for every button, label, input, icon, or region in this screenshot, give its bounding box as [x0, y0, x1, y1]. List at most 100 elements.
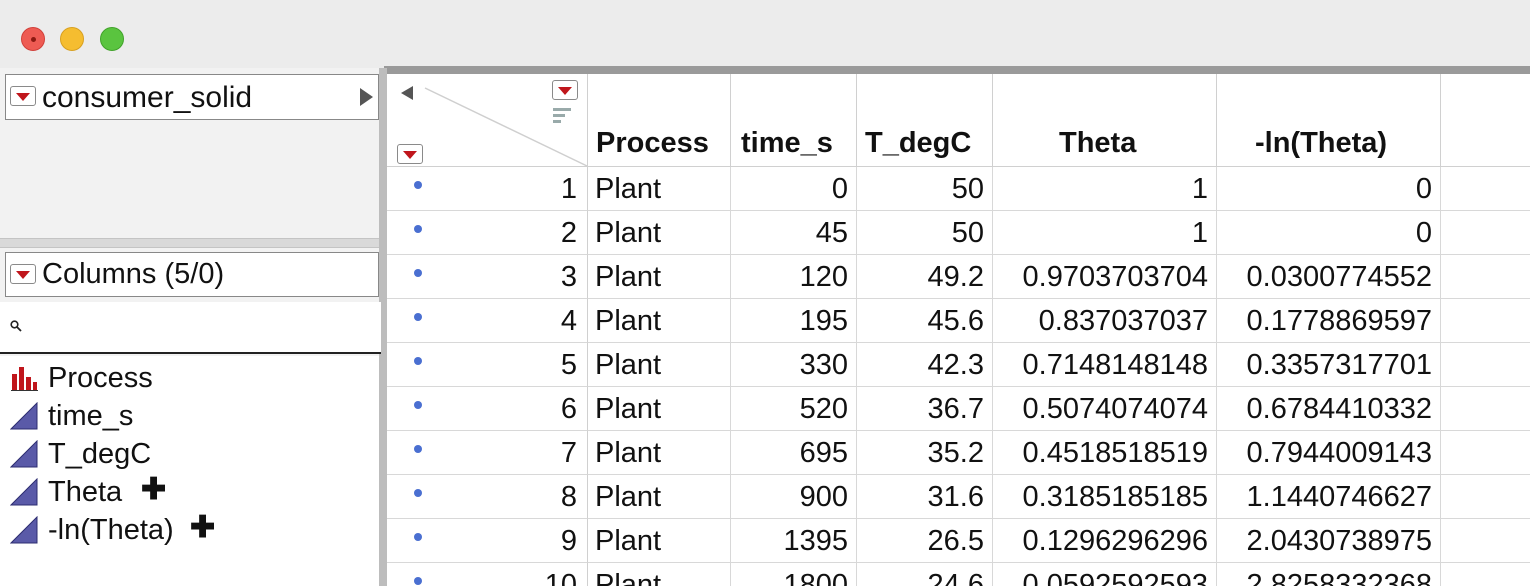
- cell-time-s[interactable]: 195: [731, 299, 857, 343]
- column-item-label: Theta: [48, 476, 123, 508]
- column-header-list-icon[interactable]: [551, 106, 573, 126]
- row-header[interactable]: 3: [387, 255, 588, 299]
- row-header[interactable]: 6: [387, 387, 588, 431]
- columns-menu-red-triangle-icon[interactable]: [10, 264, 36, 284]
- row-number: 6: [560, 393, 577, 425]
- cell-empty[interactable]: [1441, 475, 1530, 519]
- minimize-window-button[interactable]: [60, 27, 84, 51]
- cell-process[interactable]: Plant: [588, 387, 731, 431]
- row-number: 5: [560, 349, 577, 381]
- rows-menu-red-triangle-icon[interactable]: [397, 144, 423, 164]
- cell-time-s[interactable]: 45: [731, 211, 857, 255]
- row-header[interactable]: 4: [387, 299, 588, 343]
- row-state-dot-icon: [414, 489, 422, 497]
- formula-plus-icon[interactable]: ✚: [190, 511, 216, 544]
- cell-neg-ln-theta[interactable]: 0.0300774552: [1217, 255, 1441, 299]
- cell-neg-ln-theta[interactable]: 0.6784410332: [1217, 387, 1441, 431]
- row-state-dot-icon: [414, 445, 422, 453]
- vertical-splitter[interactable]: [379, 68, 387, 586]
- cell-empty[interactable]: [1441, 299, 1530, 343]
- cell-process[interactable]: Plant: [588, 343, 731, 387]
- table-panel-header: consumer_solid: [5, 74, 379, 120]
- cell-time-s[interactable]: 330: [731, 343, 857, 387]
- cell-time-s[interactable]: 1395: [731, 519, 857, 563]
- cell-empty[interactable]: [1441, 387, 1530, 431]
- cell-neg-ln-theta[interactable]: 2.0430738975: [1217, 519, 1441, 563]
- cell-t-degc[interactable]: 50: [857, 211, 993, 255]
- panel-splitter[interactable]: [0, 238, 384, 248]
- column-header-empty: [1441, 74, 1530, 167]
- cell-theta[interactable]: 0.837037037: [993, 299, 1217, 343]
- row-header[interactable]: 8: [387, 475, 588, 519]
- row-header[interactable]: 10: [387, 563, 588, 586]
- table-name: consumer_solid: [42, 81, 253, 114]
- cell-t-degc[interactable]: 42.3: [857, 343, 993, 387]
- maximize-window-button[interactable]: [100, 27, 124, 51]
- cell-t-degc[interactable]: 24.6: [857, 563, 993, 586]
- formula-plus-icon[interactable]: ✚: [141, 473, 167, 506]
- cell-t-degc[interactable]: 36.7: [857, 387, 993, 431]
- row-header[interactable]: 9: [387, 519, 588, 563]
- cell-neg-ln-theta[interactable]: 0.7944009143: [1217, 431, 1441, 475]
- cell-process[interactable]: Plant: [588, 167, 731, 211]
- cell-process[interactable]: Plant: [588, 255, 731, 299]
- cell-theta[interactable]: 0.4518518519: [993, 431, 1217, 475]
- column-header-theta[interactable]: Theta: [993, 74, 1217, 167]
- cell-neg-ln-theta[interactable]: 2.8258332368: [1217, 563, 1441, 586]
- row-state-dot-icon: [414, 181, 422, 189]
- column-menu-red-triangle-icon[interactable]: [552, 80, 578, 100]
- row-number: 2: [560, 217, 577, 249]
- cell-t-degc[interactable]: 26.5: [857, 519, 993, 563]
- column-header-neg-ln-theta[interactable]: -ln(Theta): [1217, 74, 1441, 167]
- cell-theta[interactable]: 0.9703703704: [993, 255, 1217, 299]
- table-menu-red-triangle-icon[interactable]: [10, 86, 36, 106]
- cell-process[interactable]: Plant: [588, 563, 731, 586]
- cell-empty[interactable]: [1441, 211, 1530, 255]
- cell-time-s[interactable]: 900: [731, 475, 857, 519]
- cell-t-degc[interactable]: 45.6: [857, 299, 993, 343]
- cell-theta[interactable]: 0.3185185185: [993, 475, 1217, 519]
- cell-process[interactable]: Plant: [588, 431, 731, 475]
- run-script-arrow-icon[interactable]: [360, 88, 373, 106]
- cell-time-s[interactable]: 120: [731, 255, 857, 299]
- cell-neg-ln-theta[interactable]: 0.3357317701: [1217, 343, 1441, 387]
- column-header-time-s[interactable]: time_s: [731, 74, 857, 167]
- cell-empty[interactable]: [1441, 343, 1530, 387]
- cell-process[interactable]: Plant: [588, 475, 731, 519]
- cell-empty[interactable]: [1441, 255, 1530, 299]
- cell-time-s[interactable]: 1800: [731, 563, 857, 586]
- cell-time-s[interactable]: 0: [731, 167, 857, 211]
- cell-empty[interactable]: [1441, 167, 1530, 211]
- cell-theta[interactable]: 0.7148148148: [993, 343, 1217, 387]
- row-header[interactable]: 5: [387, 343, 588, 387]
- close-window-button[interactable]: [21, 27, 45, 51]
- column-header-process[interactable]: Process: [588, 74, 731, 167]
- cell-t-degc[interactable]: 35.2: [857, 431, 993, 475]
- cell-theta[interactable]: 1: [993, 211, 1217, 255]
- cell-empty[interactable]: [1441, 431, 1530, 475]
- cell-t-degc[interactable]: 49.2: [857, 255, 993, 299]
- cell-process[interactable]: Plant: [588, 299, 731, 343]
- cell-neg-ln-theta[interactable]: 0: [1217, 211, 1441, 255]
- cell-process[interactable]: Plant: [588, 211, 731, 255]
- row-header[interactable]: 1: [387, 167, 588, 211]
- cell-empty[interactable]: [1441, 563, 1530, 586]
- cell-empty[interactable]: [1441, 519, 1530, 563]
- cell-neg-ln-theta[interactable]: 0: [1217, 167, 1441, 211]
- cell-process[interactable]: Plant: [588, 519, 731, 563]
- column-header-t-degc[interactable]: T_degC: [857, 74, 993, 167]
- cell-theta[interactable]: 1: [993, 167, 1217, 211]
- cell-time-s[interactable]: 695: [731, 431, 857, 475]
- row-header[interactable]: 7: [387, 431, 588, 475]
- cell-theta[interactable]: 0.0592592593: [993, 563, 1217, 586]
- cell-t-degc[interactable]: 31.6: [857, 475, 993, 519]
- cell-theta[interactable]: 0.1296296296: [993, 519, 1217, 563]
- columns-search-input[interactable]: [0, 302, 381, 354]
- cell-neg-ln-theta[interactable]: 0.1778869597: [1217, 299, 1441, 343]
- cell-theta[interactable]: 0.5074074074: [993, 387, 1217, 431]
- cell-time-s[interactable]: 520: [731, 387, 857, 431]
- cell-t-degc[interactable]: 50: [857, 167, 993, 211]
- row-state-dot-icon: [414, 269, 422, 277]
- row-header[interactable]: 2: [387, 211, 588, 255]
- cell-neg-ln-theta[interactable]: 1.1440746627: [1217, 475, 1441, 519]
